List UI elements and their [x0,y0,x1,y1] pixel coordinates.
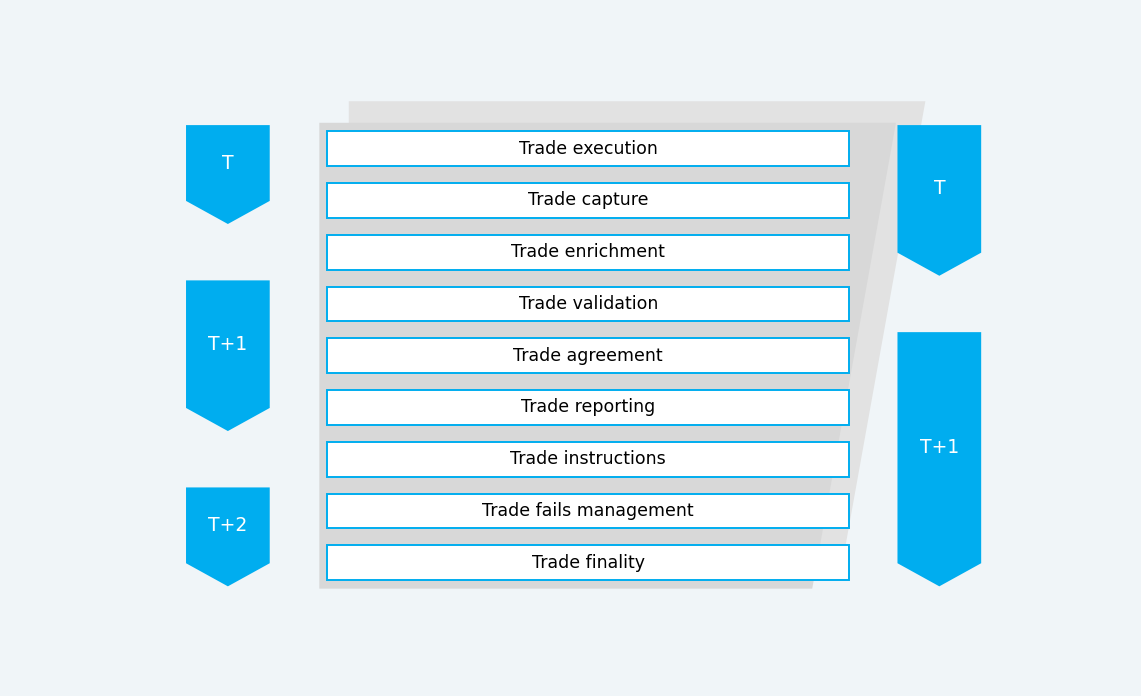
Text: T+1: T+1 [209,335,248,354]
Polygon shape [898,332,981,586]
Text: Trade instructions: Trade instructions [510,450,666,468]
Polygon shape [186,487,269,586]
Text: Trade reporting: Trade reporting [521,399,655,416]
Polygon shape [319,122,896,589]
FancyBboxPatch shape [327,235,849,269]
Text: Trade enrichment: Trade enrichment [511,243,665,261]
Text: T: T [222,154,234,173]
Text: Trade agreement: Trade agreement [513,347,663,365]
Polygon shape [186,125,269,224]
Polygon shape [186,280,269,431]
Text: T: T [933,180,945,198]
Text: T+1: T+1 [920,438,958,457]
Text: Trade capture: Trade capture [528,191,648,209]
FancyBboxPatch shape [327,442,849,477]
FancyBboxPatch shape [327,287,849,322]
FancyBboxPatch shape [327,132,849,166]
Text: Trade finality: Trade finality [532,554,645,571]
Text: T+2: T+2 [209,516,248,535]
FancyBboxPatch shape [327,390,849,425]
Polygon shape [898,125,981,276]
FancyBboxPatch shape [327,493,849,528]
Text: Trade fails management: Trade fails management [483,502,694,520]
FancyBboxPatch shape [327,183,849,218]
Text: Trade validation: Trade validation [518,295,658,313]
FancyBboxPatch shape [327,546,849,580]
FancyBboxPatch shape [327,338,849,373]
Text: Trade execution: Trade execution [519,140,657,158]
Polygon shape [349,101,925,567]
